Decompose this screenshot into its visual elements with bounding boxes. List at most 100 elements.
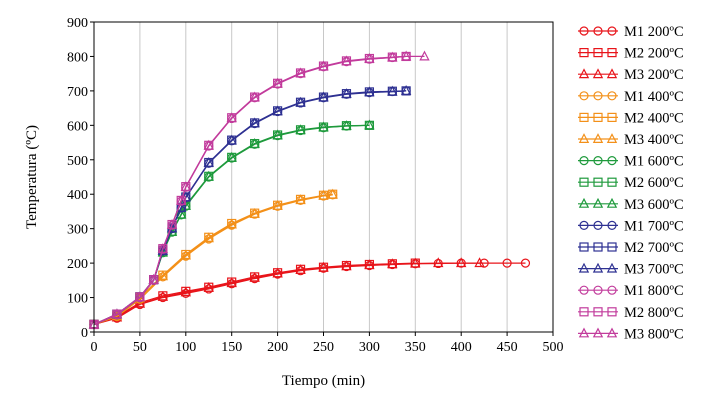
legend-marker <box>579 307 589 317</box>
y-tick-label: 100 <box>67 292 88 307</box>
legend-marker <box>578 68 590 79</box>
legend-marker <box>607 307 617 317</box>
data-point <box>419 50 430 61</box>
x-tick-label: 500 <box>543 340 564 355</box>
legend-entry: M2 700ºC <box>578 240 684 256</box>
data-point <box>318 91 329 102</box>
legend-marker <box>593 91 603 101</box>
legend-marker <box>607 285 617 295</box>
data-point <box>203 232 214 243</box>
data-point <box>387 258 398 269</box>
legend-marker <box>579 91 589 101</box>
data-point <box>157 244 169 255</box>
data-point <box>148 274 159 284</box>
y-tick-label: 500 <box>67 154 88 169</box>
data-point <box>387 51 398 62</box>
data-point <box>327 188 338 199</box>
x-tick-label: 400 <box>451 340 472 355</box>
legend-marker <box>593 26 603 36</box>
legend-marker <box>606 197 618 208</box>
data-point <box>387 85 398 96</box>
legend-marker <box>579 242 589 252</box>
legend-marker <box>578 133 590 143</box>
legend-entry: M2 200ºC <box>578 46 684 62</box>
legend-marker <box>593 242 603 252</box>
data-point <box>226 134 237 145</box>
data-point <box>180 249 191 260</box>
series-line <box>93 55 425 325</box>
legend-label: M3 800ºC <box>624 326 684 342</box>
legend-label: M2 200ºC <box>624 46 684 62</box>
data-point <box>364 52 375 63</box>
data-point <box>176 194 187 205</box>
y-tick-label: 0 <box>81 326 88 341</box>
data-point <box>203 282 214 292</box>
legend-entry: M1 700ºC <box>578 218 684 234</box>
x-tick-label: 50 <box>133 340 147 355</box>
legend-marker <box>607 112 617 123</box>
legend-label: M3 600ºC <box>624 197 684 213</box>
legend-entry: M1 200ºC <box>578 24 684 40</box>
legend-label: M3 700ºC <box>624 262 684 278</box>
legend-marker <box>606 262 618 273</box>
data-point <box>364 259 375 270</box>
data-point <box>318 189 329 200</box>
data-point <box>295 194 306 205</box>
y-axis-title: Temperatura (ºC) <box>24 125 40 229</box>
data-point <box>249 91 260 102</box>
data-point <box>341 260 352 271</box>
legend-label: M1 800ºC <box>624 283 684 299</box>
legend-entry: M1 600ºC <box>578 154 684 170</box>
legend-marker <box>579 112 589 123</box>
data-point <box>180 181 191 191</box>
data-point <box>157 270 169 281</box>
data-point <box>249 272 260 282</box>
legend-entry: M2 600ºC <box>578 175 684 191</box>
data-point <box>474 257 485 268</box>
data-point <box>249 138 260 148</box>
legend-marker <box>607 26 617 36</box>
legend-label: M2 800ºC <box>624 305 684 321</box>
legend-marker <box>607 220 617 230</box>
legend-marker <box>593 156 603 166</box>
data-point <box>157 243 169 253</box>
data-point <box>318 121 329 132</box>
legend-marker <box>592 133 604 143</box>
legend-marker <box>579 26 589 36</box>
data-point <box>180 286 191 297</box>
x-tick-label: 150 <box>221 340 242 355</box>
y-tick-label: 600 <box>67 119 88 134</box>
legend-marker <box>579 220 589 230</box>
data-point <box>272 77 283 88</box>
legend-marker <box>607 91 617 101</box>
data-point <box>502 258 512 268</box>
data-point <box>400 84 412 95</box>
data-point <box>520 258 531 268</box>
legend-label: M3 400ºC <box>624 132 684 148</box>
y-tick-label: 400 <box>67 188 88 203</box>
legend-label: M2 600ºC <box>624 175 684 191</box>
data-point <box>272 105 283 116</box>
legend-entry: M2 400ºC <box>578 110 684 126</box>
x-axis-title: Tiempo (min) <box>282 373 365 389</box>
legend-marker <box>593 177 603 187</box>
legend-marker <box>578 327 590 338</box>
legend-label: M1 400ºC <box>624 89 684 105</box>
x-tick-label: 300 <box>359 340 380 355</box>
legend-marker <box>579 285 589 295</box>
x-tick-label: 100 <box>175 340 196 355</box>
data-point <box>341 55 352 66</box>
legend-marker <box>593 220 603 230</box>
legend-marker <box>606 133 618 143</box>
legend-marker <box>607 47 617 58</box>
data-point <box>295 124 306 135</box>
legend-marker <box>593 112 603 123</box>
y-tick-label: 700 <box>67 85 88 100</box>
data-point <box>226 218 237 229</box>
data-point <box>226 112 237 123</box>
legend-label: M1 700ºC <box>624 218 684 234</box>
legend-marker <box>579 47 589 58</box>
data-point <box>364 86 375 97</box>
data-point <box>318 261 329 272</box>
x-tick-label: 350 <box>405 340 426 355</box>
